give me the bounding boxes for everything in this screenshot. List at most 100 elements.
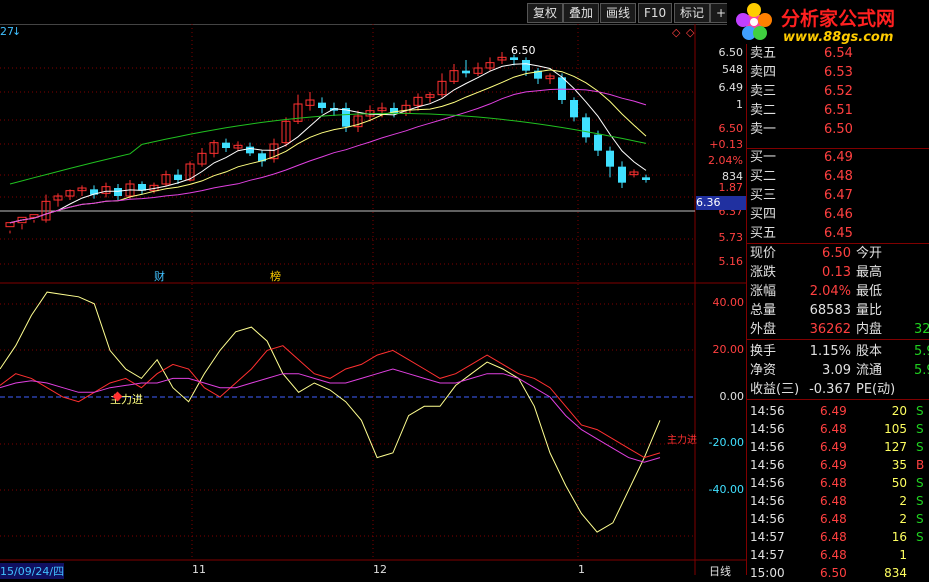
order-price: 6.46 (824, 207, 853, 222)
overlay-button[interactable]: 叠加 (563, 3, 600, 23)
order-level-label: 卖四 (750, 65, 777, 80)
quote-panel (746, 44, 929, 575)
tick-time: 14:56 (750, 476, 785, 490)
candle-body (114, 188, 122, 196)
price-axis-label: 6.50 (718, 46, 744, 59)
tick-row[interactable]: 14:56 6.49 35 B (750, 456, 929, 474)
tick-row[interactable]: 14:56 6.48 2 S (750, 510, 929, 528)
candle-body (161, 174, 171, 185)
tick-time: 14:56 (750, 440, 785, 454)
date-label: 15/09/24/四 (0, 563, 65, 579)
candle-body (570, 100, 578, 118)
candle-body (353, 115, 363, 128)
tick-time: 14:56 (750, 494, 785, 508)
order-level-label: 买一 (750, 150, 777, 165)
tick-row[interactable]: 14:56 6.48 105 S (750, 420, 929, 438)
tick-time: 14:56 (750, 458, 785, 472)
chart-area[interactable] (0, 24, 929, 575)
order-price: 6.51 (824, 103, 853, 118)
stat-label: 外盘 (750, 322, 777, 337)
candle-body (413, 96, 423, 106)
overlap-axis-label: 2.04% (708, 154, 743, 167)
candle-body (281, 120, 291, 144)
stat-value: 36262 (809, 322, 851, 337)
price-axis-label: 6.49 (718, 81, 744, 94)
tick-row[interactable]: 14:57 6.48 1 (750, 546, 929, 564)
tick-row[interactable]: 15:00 6.50 834 (750, 564, 929, 582)
ranking-marker[interactable]: 榜 (270, 270, 281, 283)
indicator-axis-label: 0.00 (719, 390, 745, 403)
ma20-line (9, 88, 647, 224)
tick-time: 14:57 (750, 530, 785, 544)
stat-label: 涨幅 (750, 284, 777, 299)
tick-side: S (916, 404, 924, 418)
candle-body (377, 107, 387, 112)
corner-label: 27 (0, 25, 14, 38)
stats-divider (747, 243, 929, 244)
candle-body (90, 189, 98, 195)
stat-value: 5.9 (914, 363, 929, 378)
stat-label: PE(动) (856, 382, 896, 397)
tick-time: 15:00 (750, 566, 785, 580)
candle-body (293, 103, 303, 122)
order-price: 6.45 (824, 226, 853, 241)
candle-body (642, 177, 650, 180)
tick-volume: 834 (884, 566, 907, 580)
stat-label: 量比 (856, 303, 883, 318)
tick-price: 6.48 (820, 512, 847, 526)
stat-label: 内盘 (856, 322, 883, 337)
settings-diamond-icon-2[interactable]: ◇ (686, 26, 695, 39)
stat-value: 2.04% (809, 284, 851, 299)
candle-body (101, 186, 111, 194)
candle-body (534, 70, 542, 79)
draw-line-button[interactable]: 画线 (600, 3, 637, 23)
tick-row[interactable]: 14:56 6.49 20 S (750, 402, 929, 420)
period-label[interactable]: 日线 (709, 565, 731, 578)
price-axis-label: 5.16 (718, 255, 744, 268)
tick-volume: 105 (884, 422, 907, 436)
tick-side: S (916, 512, 924, 526)
settings-diamond-icon[interactable]: ◇ (672, 26, 681, 39)
candle-body (197, 152, 207, 165)
tick-row[interactable]: 14:56 6.49 127 S (750, 438, 929, 456)
tick-volume: 127 (884, 440, 907, 454)
candle-body (437, 80, 447, 96)
candle-body (606, 150, 614, 167)
price-axis-label: 5.73 (718, 231, 744, 244)
stat-value: 32 (914, 322, 929, 337)
tick-time: 14:56 (750, 512, 785, 526)
stat-label: 净资 (750, 363, 777, 378)
stat-label: 涨跌 (750, 265, 777, 280)
overlap-axis-label: 1 (736, 98, 743, 111)
candle-body (53, 195, 63, 201)
order-level-label: 买五 (750, 226, 777, 241)
flower-logo-icon (736, 3, 772, 40)
f10-button[interactable]: F10 (638, 3, 673, 23)
stat-label: 现价 (750, 246, 777, 261)
tick-volume: 35 (891, 458, 907, 472)
stat-value: 5.9 (914, 344, 929, 359)
site-logo: 分析家公式网 www.88gs.com (727, 0, 929, 48)
stat-row: 外盘 36262 内盘 32 (750, 320, 929, 339)
candle-body (497, 56, 507, 61)
tick-volume: 2 (899, 512, 907, 526)
stat-row: 现价 6.50 今开 (750, 244, 929, 263)
order-level-label: 买二 (750, 169, 777, 184)
mark-button[interactable]: 标记 (674, 3, 711, 23)
stat-value: 0.13 (822, 265, 851, 280)
tick-price: 6.50 (820, 566, 847, 580)
indicator-axis-label: 40.00 (712, 296, 745, 309)
candle-body (545, 75, 555, 80)
stat-label: 总量 (750, 303, 777, 318)
finance-marker[interactable]: 财 (154, 270, 165, 283)
tick-row[interactable]: 14:57 6.48 16 S (750, 528, 929, 546)
stat-row: 收益(三) -0.367 PE(动) (750, 380, 929, 399)
tick-side: S (916, 440, 924, 454)
order-price: 6.53 (824, 65, 853, 80)
tick-row[interactable]: 14:56 6.48 2 S (750, 492, 929, 510)
restore-rights-button[interactable]: 复权 (527, 3, 564, 23)
tick-row[interactable]: 14:56 6.48 50 S (750, 474, 929, 492)
candle-body (522, 60, 530, 71)
stat-row: 总量 68583 量比 (750, 301, 929, 320)
candle-body (138, 184, 146, 191)
